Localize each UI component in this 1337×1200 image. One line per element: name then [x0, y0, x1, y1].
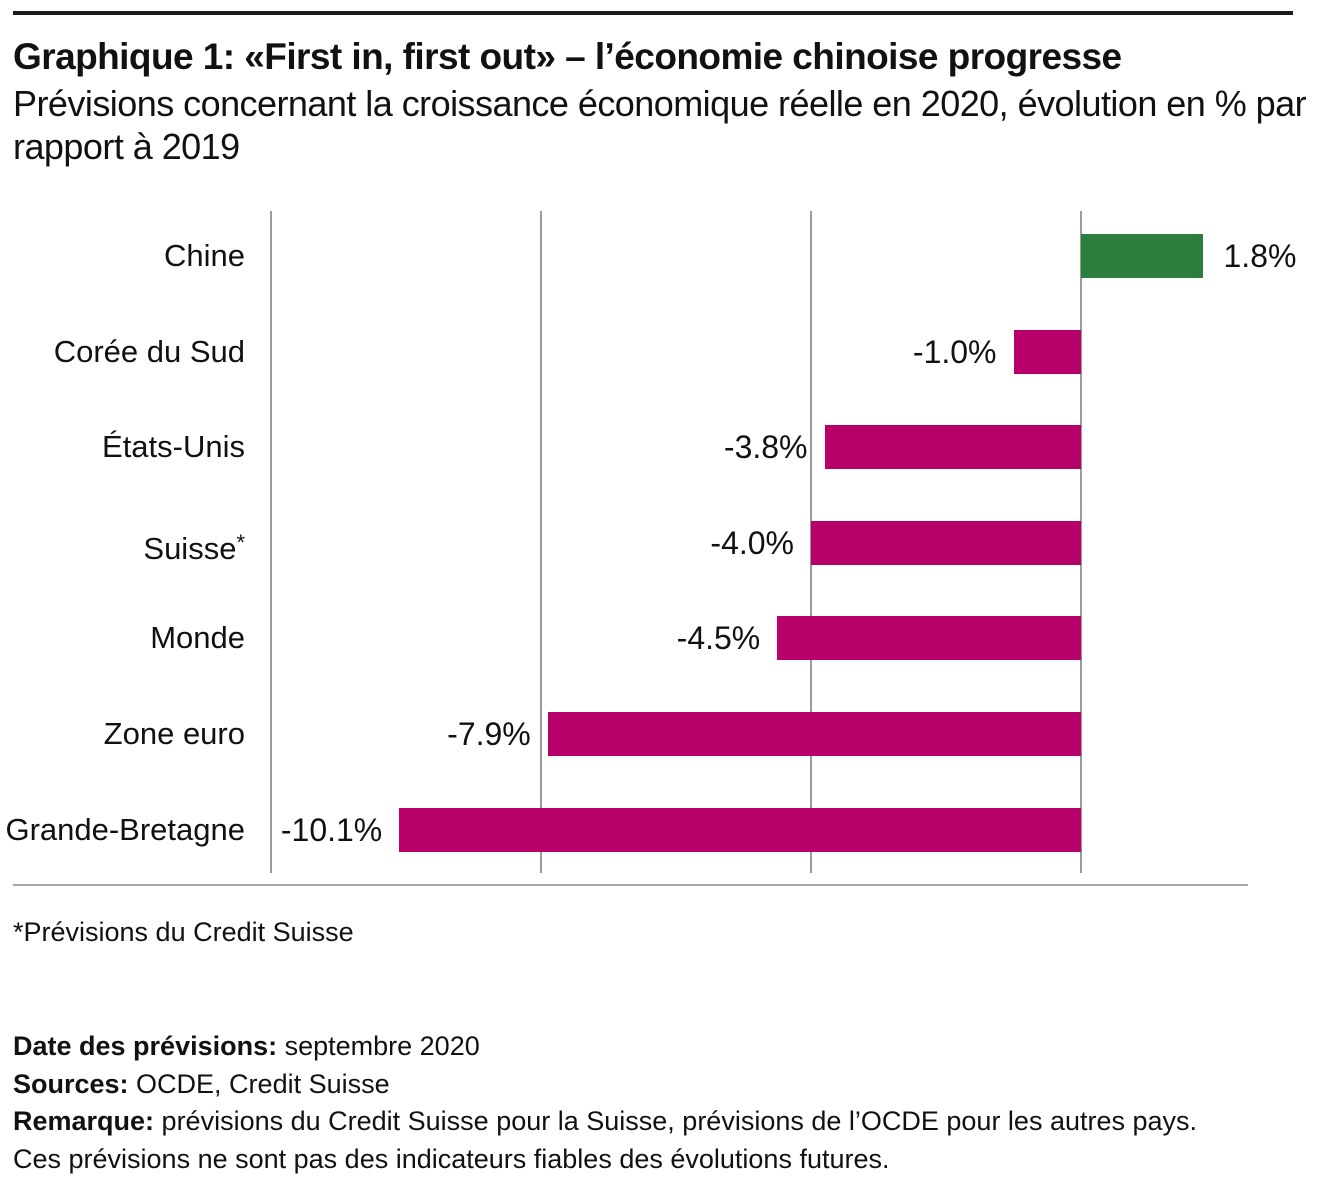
gridline: [270, 211, 272, 873]
bar: [1013, 329, 1081, 374]
footnote-asterisk: *: [236, 529, 245, 555]
value-label: -4.0%: [710, 524, 794, 561]
bar: [399, 807, 1081, 852]
category-label: Grande-Bretagne: [5, 811, 245, 847]
value-label: -10.1%: [280, 811, 383, 848]
note-sources-label: Sources:: [13, 1068, 129, 1099]
bar: [811, 520, 1081, 565]
note-date: Date des prévisions: septembre 2020: [13, 1028, 1313, 1066]
note-remark: Remarque: prévisions du Credit Suisse po…: [13, 1103, 1313, 1141]
note-remark-text: prévisions du Credit Suisse pour la Suis…: [154, 1106, 1198, 1136]
chart-footnote: *Prévisions du Credit Suisse: [13, 917, 354, 947]
bar: [547, 712, 1081, 756]
value-label: -7.9%: [447, 716, 531, 752]
bar: [824, 425, 1081, 470]
chart-subtitle: Prévisions concernant la croissance écon…: [13, 82, 1307, 168]
note-remark-label: Remarque:: [13, 1106, 155, 1136]
category-label: Zone euro: [103, 716, 245, 751]
value-label: 1.8%: [1223, 238, 1297, 274]
chart-subtitle-line-1: Prévisions concernant la croissance écon…: [13, 83, 1307, 124]
value-label: -1.0%: [912, 333, 997, 370]
chart-title: Graphique 1: «First in, first out» – l’é…: [13, 36, 1122, 77]
category-label: Suisse*: [143, 529, 245, 566]
value-label: -4.5%: [676, 620, 761, 657]
note-sources: Sources: OCDE, Credit Suisse: [13, 1066, 1313, 1104]
category-label: Corée du Sud: [53, 333, 245, 369]
note-remark-line-2: Ces prévisions ne sont pas des indicateu…: [13, 1143, 890, 1174]
category-label: Monde: [150, 620, 245, 656]
chart-subtitle-line-2: rapport à 2019: [13, 126, 240, 167]
bar-chart: Chine 1.8% Corée du Sud -1.0% États-Unis -3.8…: [0, 211, 1337, 886]
notes-block: Date des prévisions: septembre 2020 Sour…: [13, 1028, 1313, 1178]
x-axis-line: [13, 884, 1248, 886]
bar: [1081, 234, 1203, 278]
category-label: États-Unis: [102, 429, 245, 465]
value-label: -3.8%: [723, 429, 808, 466]
top-rule: [13, 11, 1293, 15]
bar: [777, 616, 1081, 661]
note-date-label: Date des prévisions:: [13, 1031, 278, 1061]
category-label: Chine: [164, 238, 245, 273]
note-date-text: septembre 2020: [277, 1031, 480, 1061]
gridline: [1080, 211, 1082, 873]
gridline: [540, 211, 542, 873]
note-sources-text: OCDE, Credit Suisse: [128, 1068, 390, 1099]
